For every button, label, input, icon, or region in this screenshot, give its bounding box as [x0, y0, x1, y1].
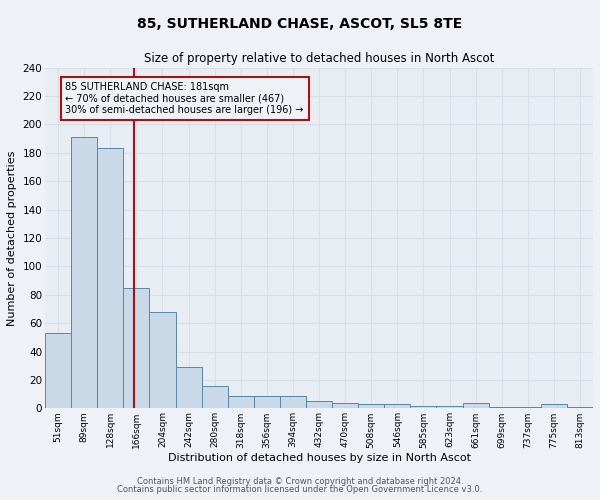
Bar	[436, 406, 463, 408]
Bar	[358, 404, 384, 408]
Bar	[410, 406, 436, 408]
Text: 85, SUTHERLAND CHASE, ASCOT, SL5 8TE: 85, SUTHERLAND CHASE, ASCOT, SL5 8TE	[137, 18, 463, 32]
Bar	[515, 407, 541, 408]
Bar	[254, 396, 280, 408]
Bar	[306, 401, 332, 408]
Bar	[176, 367, 202, 408]
Bar	[228, 396, 254, 408]
Bar	[541, 404, 567, 408]
Bar	[202, 386, 228, 408]
Bar	[124, 288, 149, 408]
Bar	[332, 402, 358, 408]
Bar	[463, 402, 488, 408]
Bar	[97, 148, 124, 408]
Bar	[384, 404, 410, 408]
Bar	[45, 333, 71, 408]
Bar	[567, 407, 593, 408]
Bar	[71, 137, 97, 408]
Bar	[280, 396, 306, 408]
Y-axis label: Number of detached properties: Number of detached properties	[7, 150, 17, 326]
Title: Size of property relative to detached houses in North Ascot: Size of property relative to detached ho…	[144, 52, 494, 65]
X-axis label: Distribution of detached houses by size in North Ascot: Distribution of detached houses by size …	[167, 453, 470, 463]
Text: Contains public sector information licensed under the Open Government Licence v3: Contains public sector information licen…	[118, 485, 482, 494]
Text: 85 SUTHERLAND CHASE: 181sqm
← 70% of detached houses are smaller (467)
30% of se: 85 SUTHERLAND CHASE: 181sqm ← 70% of det…	[65, 82, 304, 115]
Text: Contains HM Land Registry data © Crown copyright and database right 2024.: Contains HM Land Registry data © Crown c…	[137, 477, 463, 486]
Bar	[149, 312, 176, 408]
Bar	[488, 407, 515, 408]
